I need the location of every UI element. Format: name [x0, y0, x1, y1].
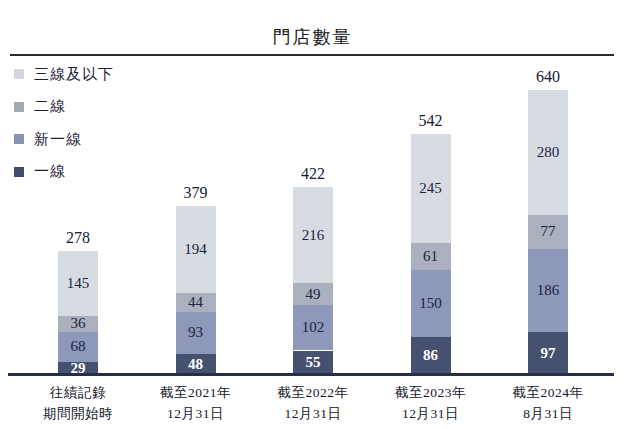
bar-total-label: 379 — [156, 184, 236, 202]
segment-value-label: 145 — [67, 276, 90, 291]
segment-value-label: 68 — [71, 339, 86, 354]
bar-segment-新一線: 102 — [293, 305, 333, 350]
segment-value-label: 49 — [306, 287, 321, 302]
bar-segment-二線: 49 — [293, 283, 333, 305]
bar-total-label: 640 — [508, 68, 588, 86]
bar-segment-新一線: 186 — [528, 249, 568, 332]
segment-value-label: 150 — [419, 296, 442, 311]
x-axis-label: 截至2021年12月31日 — [134, 383, 258, 425]
segment-value-label: 102 — [302, 320, 325, 335]
bar-segment-二線: 61 — [411, 243, 451, 270]
segment-value-label: 55 — [306, 355, 321, 370]
segment-value-label: 194 — [184, 242, 207, 257]
bar-segment-二線: 77 — [528, 215, 568, 249]
store-count-chart-figure: 門店數量 三線及以下 二線 新一線 一線 296836145278往績記錄期間開… — [0, 0, 625, 429]
bar-segment-一線: 48 — [176, 354, 216, 375]
bar-total-label: 422 — [273, 165, 353, 183]
segment-value-label: 48 — [188, 357, 203, 372]
segment-value-label: 86 — [423, 348, 438, 363]
segment-value-label: 280 — [537, 145, 560, 160]
x-axis-label: 截至2022年12月31日 — [251, 383, 375, 425]
bar-segment-三線及以下: 145 — [58, 251, 98, 316]
x-axis-label: 截至2024年8月31日 — [486, 383, 610, 425]
segment-value-label: 36 — [71, 316, 86, 331]
segment-value-label: 245 — [419, 181, 442, 196]
x-axis-label: 截至2023年12月31日 — [369, 383, 493, 425]
segment-value-label: 44 — [188, 295, 203, 310]
bar-segment-新一線: 93 — [176, 312, 216, 353]
bar-segment-三線及以下: 194 — [176, 206, 216, 292]
segment-value-label: 93 — [188, 325, 203, 340]
bar-total-label: 542 — [391, 112, 471, 130]
x-axis-line — [8, 373, 614, 376]
segment-value-label: 61 — [423, 249, 438, 264]
bar-segment-新一線: 150 — [411, 270, 451, 337]
segment-value-label: 77 — [541, 224, 556, 239]
segment-value-label: 186 — [537, 283, 560, 298]
bar-segment-三線及以下: 245 — [411, 134, 451, 243]
bar-segment-三線及以下: 216 — [293, 187, 333, 283]
segment-value-label: 97 — [541, 346, 556, 361]
bar-total-label: 278 — [38, 229, 118, 247]
bar-segment-一線: 86 — [411, 337, 451, 375]
plot-area: 296836145278往績記錄期間開始時489344194379截至2021年… — [0, 0, 625, 429]
bar-segment-三線及以下: 280 — [528, 90, 568, 215]
segment-value-label: 216 — [302, 228, 325, 243]
bar-segment-一線: 55 — [293, 351, 333, 375]
bar-segment-新一線: 68 — [58, 332, 98, 362]
bar-segment-一線: 97 — [528, 332, 568, 375]
x-axis-label: 往績記錄期間開始時 — [16, 383, 140, 425]
bar-segment-二線: 36 — [58, 316, 98, 332]
bar-segment-二線: 44 — [176, 293, 216, 313]
